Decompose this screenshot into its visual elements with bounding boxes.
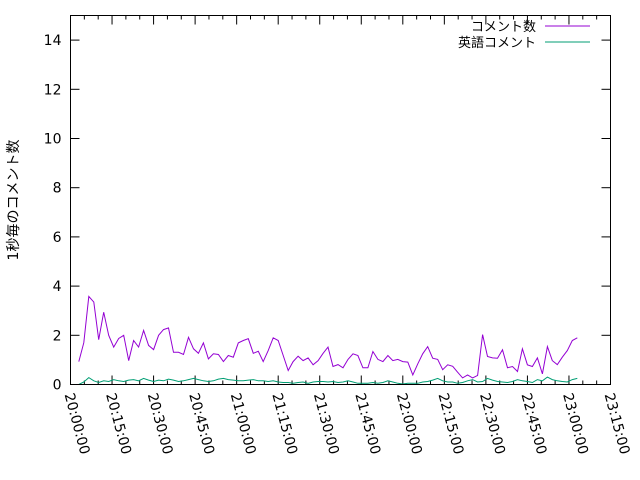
x-tick-label: 21:30:00 bbox=[310, 391, 342, 456]
y-tick-label: 0 bbox=[53, 378, 62, 394]
x-tick-label: 20:15:00 bbox=[102, 391, 134, 456]
axes: 0 2 4 6 8 10 12 14 20:00:00 20:15:00 20:30:00 20:45… bbox=[44, 15, 633, 456]
x-tick-label: 20:45:00 bbox=[185, 391, 217, 456]
series-line-0 bbox=[78, 295, 578, 379]
series-group bbox=[78, 295, 578, 385]
x-tick-label: 21:00:00 bbox=[227, 391, 259, 456]
y-axis-label: 1秒毎のコメント数 bbox=[6, 140, 22, 261]
series-line-1 bbox=[78, 376, 578, 385]
x-tick-label: 22:15:00 bbox=[434, 391, 466, 456]
legend-label: 英語コメント bbox=[458, 35, 536, 51]
y-tick-label: 6 bbox=[53, 230, 62, 246]
x-tick-label: 21:45:00 bbox=[351, 391, 383, 456]
x-tick-label: 23:15:00 bbox=[601, 391, 633, 456]
x-tick-label: 22:00:00 bbox=[393, 391, 425, 456]
x-tick-label: 20:00:00 bbox=[61, 391, 93, 456]
y-tick-label: 14 bbox=[44, 33, 62, 49]
y-tick-label: 10 bbox=[44, 132, 62, 148]
x-tick-label: 21:15:00 bbox=[268, 391, 300, 456]
y-tick-label: 4 bbox=[53, 279, 62, 295]
y-tick-label: 8 bbox=[53, 181, 62, 197]
y-tick-label: 2 bbox=[53, 328, 62, 344]
legend-label: コメント数 bbox=[471, 20, 536, 35]
y-tick-label: 12 bbox=[44, 82, 62, 98]
x-tick-label: 22:45:00 bbox=[518, 391, 550, 456]
x-tick-label: 22:30:00 bbox=[476, 391, 508, 456]
plot-border bbox=[70, 15, 611, 385]
x-tick-label: 23:00:00 bbox=[559, 391, 591, 456]
x-tick-label: 20:30:00 bbox=[144, 391, 176, 456]
